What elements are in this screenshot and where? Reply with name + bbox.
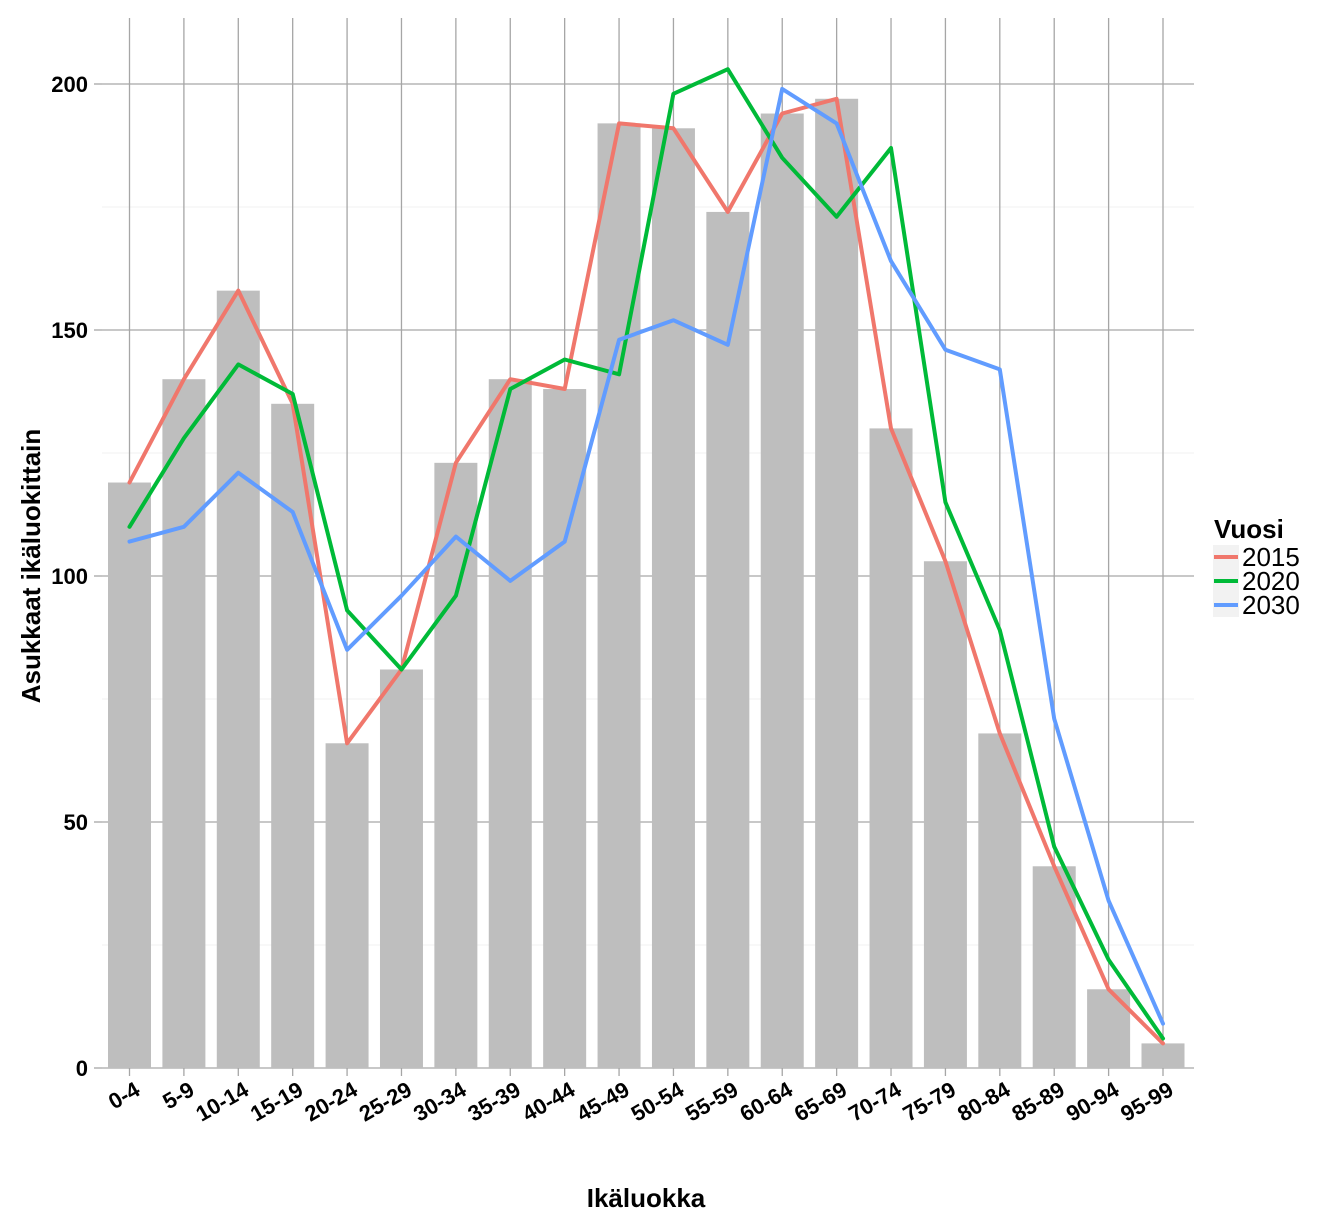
- x-tick-label: 80-84: [953, 1076, 1015, 1126]
- bar-20-24: [325, 743, 369, 1068]
- bar-10-14: [216, 290, 260, 1068]
- bar-90-94: [1087, 989, 1131, 1068]
- x-tick-label: 20-24: [300, 1076, 362, 1126]
- bar-35-39: [488, 379, 532, 1068]
- bars: [108, 98, 1185, 1069]
- x-tick-label: 65-69: [790, 1077, 851, 1127]
- x-axis-title: Ikäluokka: [587, 1183, 706, 1213]
- x-tick-label: 90-94: [1062, 1076, 1124, 1126]
- x-tick-label: 35-39: [464, 1077, 525, 1127]
- x-tick-label: 60-64: [735, 1076, 797, 1126]
- y-axis-title: Asukkaat ikäluokittain: [16, 429, 46, 704]
- y-tick-label: 100: [51, 564, 88, 589]
- x-tick-label: 45-49: [572, 1077, 633, 1127]
- series-line-2030: [127, 86, 1165, 1026]
- bar-55-59: [706, 211, 750, 1069]
- bar-60-64: [760, 113, 804, 1068]
- lines: [127, 67, 1165, 1046]
- bar-75-79: [923, 561, 967, 1068]
- bar-30-34: [434, 462, 478, 1069]
- x-tick-label: 25-29: [355, 1077, 416, 1127]
- bar-5-9: [162, 379, 206, 1068]
- bar-45-49: [597, 123, 641, 1069]
- x-tick-label: 70-74: [844, 1076, 906, 1126]
- grid: [102, 18, 1194, 1069]
- y-tick-label: 0: [76, 1056, 88, 1081]
- y-tick-label: 200: [51, 72, 88, 97]
- x-tick-label: 55-59: [681, 1077, 742, 1127]
- legend-label-2020: 2020: [1242, 566, 1300, 596]
- legend-label-2030: 2030: [1242, 590, 1300, 620]
- x-tick-label: 95-99: [1116, 1077, 1177, 1127]
- x-tick-label: 40-44: [518, 1076, 580, 1126]
- bar-40-44: [543, 389, 587, 1068]
- series-line-2020: [127, 67, 1165, 1041]
- series-line-2015: [127, 96, 1165, 1046]
- bar-70-74: [869, 428, 913, 1068]
- x-tick-label: 5-9: [158, 1077, 198, 1115]
- x-tick-label: 85-89: [1007, 1077, 1068, 1127]
- y-tick-label: 50: [64, 810, 88, 835]
- x-tick-label: 75-79: [899, 1077, 960, 1127]
- legend-title: Vuosi: [1214, 514, 1284, 544]
- x-tick-label: 0-4: [104, 1076, 145, 1114]
- x-tick-label: 10-14: [192, 1076, 254, 1126]
- bar-25-29: [379, 669, 423, 1068]
- bar-95-99: [1141, 1043, 1185, 1068]
- x-axis-ticks: 0-4 5-910-1415-1920-2425-2930-3435-3940-4…: [104, 1068, 1178, 1126]
- bar-0-4: [108, 482, 151, 1068]
- y-axis-ticks: 0 50 100 150 200: [51, 72, 102, 1081]
- x-tick-label: 50-54: [627, 1076, 689, 1126]
- legend-label-2015: 2015: [1242, 542, 1300, 572]
- bar-65-69: [815, 98, 859, 1068]
- x-tick-label: 30-34: [409, 1076, 471, 1126]
- bar-80-84: [978, 733, 1022, 1068]
- x-tick-label: 15-19: [246, 1077, 307, 1127]
- bar-50-54: [651, 128, 695, 1068]
- y-tick-label: 150: [51, 318, 88, 343]
